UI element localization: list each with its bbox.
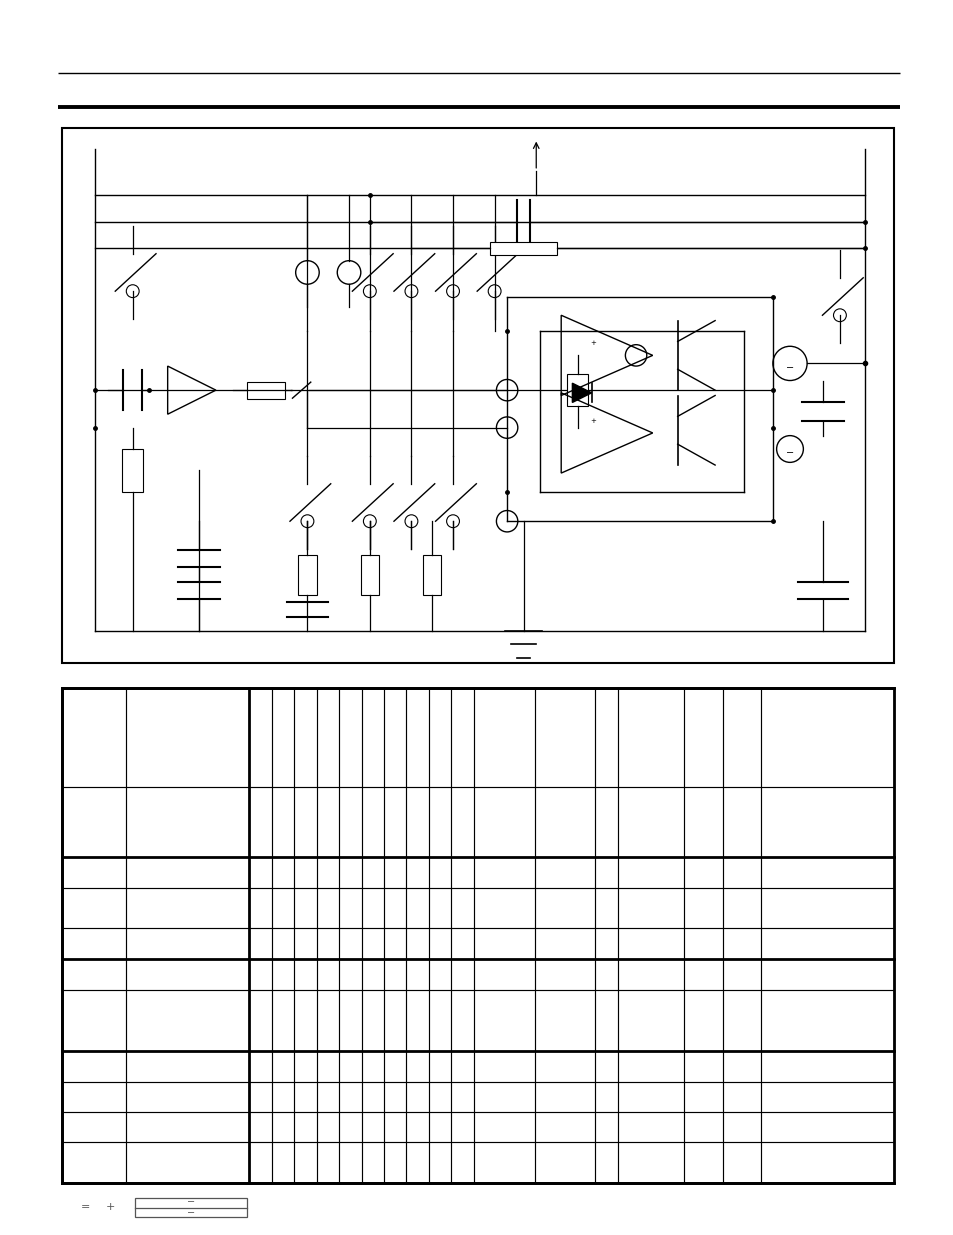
Text: +: + — [590, 341, 596, 346]
Text: −: − — [785, 448, 793, 458]
Bar — [111, 353, 233, 427]
Polygon shape — [572, 383, 591, 403]
Bar — [247, 382, 284, 399]
Text: −: − — [187, 1197, 194, 1208]
Bar — [567, 374, 588, 406]
Bar — [135, 1198, 247, 1218]
Bar — [62, 128, 893, 663]
Bar — [122, 450, 143, 492]
Text: +: + — [105, 1203, 114, 1213]
Text: +: + — [590, 417, 596, 424]
Bar — [422, 555, 441, 595]
Text: =: = — [81, 1203, 91, 1213]
Bar — [490, 242, 557, 256]
Bar — [298, 555, 316, 595]
Text: −: − — [785, 363, 793, 373]
Bar — [360, 555, 378, 595]
Text: −: − — [187, 1208, 194, 1218]
Bar — [62, 688, 893, 1183]
